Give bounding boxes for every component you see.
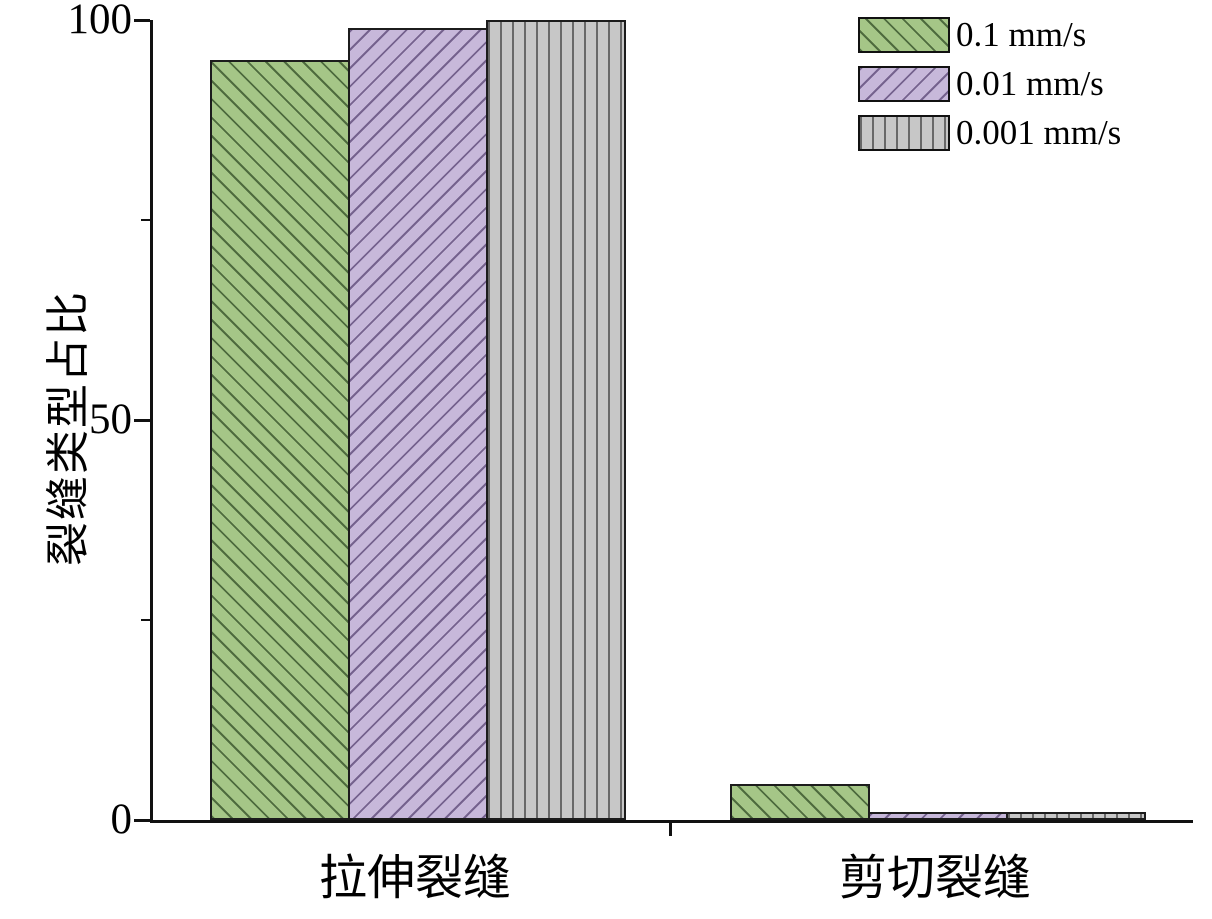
legend-label: 0.01 mm/s: [956, 64, 1104, 103]
legend-label: 0.1 mm/s: [956, 15, 1087, 54]
y-tick-major: [134, 419, 150, 422]
legend-label: 0.001 mm/s: [956, 113, 1122, 152]
legend-item: 0.01 mm/s: [858, 63, 1121, 105]
legend-swatch-0.1mms-icon: [858, 17, 950, 53]
y-tick-label: 0: [110, 796, 133, 843]
x-tick: [669, 823, 672, 836]
bar-group0-series2: [486, 20, 626, 820]
legend-item: 0.001 mm/s: [858, 112, 1121, 154]
bar-group0-series0: [210, 60, 350, 820]
bar-group1-series1: [868, 812, 1008, 820]
y-tick-minor: [141, 619, 150, 621]
legend-item: 0.1 mm/s: [858, 14, 1121, 56]
y-tick-major: [134, 19, 150, 22]
legend: 0.1 mm/s 0.01 mm/s 0.001 mm/s: [858, 14, 1121, 161]
x-category-label-shear: 剪切裂缝: [838, 852, 1031, 905]
y-tick-label: 100: [67, 0, 133, 43]
legend-swatch-0.001mms-icon: [858, 115, 950, 151]
legend-swatch-0.01mms-icon: [858, 66, 950, 102]
bar-group1-series0: [730, 784, 870, 820]
y-tick-label: 50: [89, 396, 132, 443]
y-tick-major: [134, 819, 150, 822]
bar-group1-series2: [1006, 812, 1146, 820]
x-category-label-tensile: 拉伸裂缝: [318, 852, 511, 905]
y-tick-minor: [141, 219, 150, 221]
plot-area: [150, 20, 1193, 823]
bar-group0-series1: [348, 28, 488, 820]
